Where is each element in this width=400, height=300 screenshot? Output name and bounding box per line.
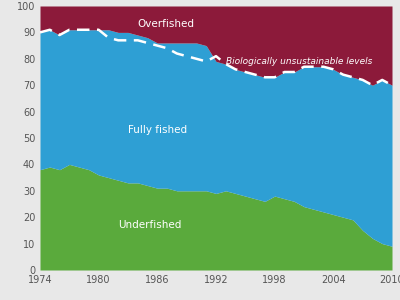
Text: Overfished: Overfished [138,20,195,29]
Text: Biologically unsustainable levels: Biologically unsustainable levels [226,57,372,66]
Text: Underfished: Underfished [118,220,182,230]
Text: Fully fished: Fully fished [128,125,187,135]
